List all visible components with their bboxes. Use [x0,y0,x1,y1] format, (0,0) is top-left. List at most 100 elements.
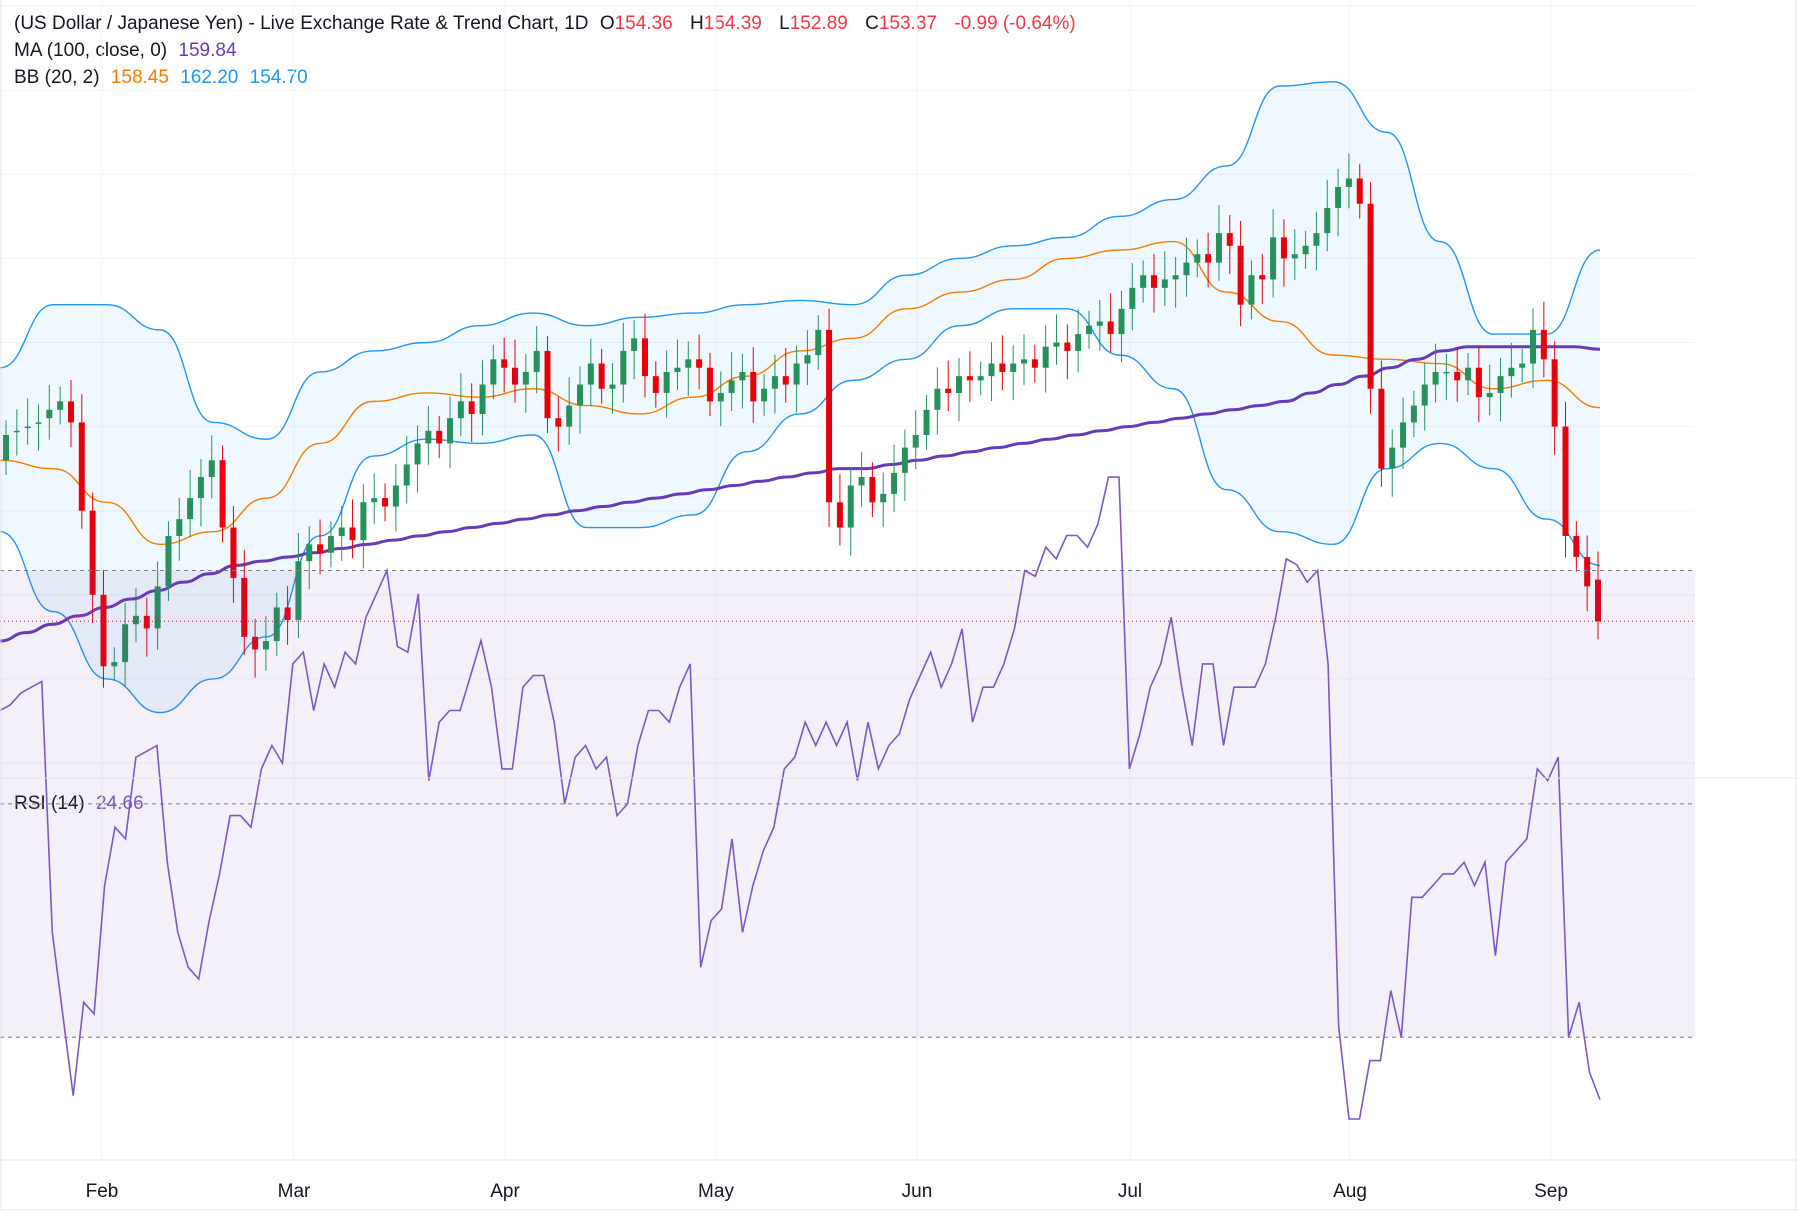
candle-body [1497,376,1504,393]
ohlc-high-label: H [690,13,704,34]
candle-body [1356,178,1363,204]
candle-body [555,418,562,427]
candle-body [154,586,161,629]
time-axis-label: Apr [490,1181,520,1202]
candle-body [761,388,768,402]
candle-body [1508,367,1515,377]
candle-body [804,355,811,364]
candle-body [241,577,248,637]
candle-body [598,363,605,389]
ma-legend-label: MA (100, close, 0) [14,40,168,61]
candle-body [208,460,215,478]
candle-body [880,493,887,503]
candle-body [176,519,183,536]
bb-band-fill [0,81,1600,713]
rsi-pane[interactable]: 20.0030.0040.0050.0060.0070.0080.0024.66 [0,445,1786,1166]
time-axis-label: Sep [1534,1181,1568,1202]
candle-body [1345,178,1352,187]
candle-body [338,527,345,536]
ohlc-high: H154.39 [690,13,768,34]
candle-body [1248,275,1255,305]
candle-body [1042,346,1049,368]
candle-body [793,363,800,385]
candle-body [1551,359,1558,427]
candle-body [1150,275,1157,288]
ohlc-high-value: 154.39 [703,13,762,34]
candle-body [252,636,259,650]
candle-body [576,384,583,406]
candle-body [425,430,432,444]
candle-body [912,435,919,448]
candle-body [1226,233,1233,246]
bb-legend-label: BB (20, 2) [14,67,100,88]
candle-body [89,510,96,595]
candle-body [57,401,64,410]
ohlc-open-label: O [599,13,615,34]
ohlc-close-value: 153.37 [878,13,937,34]
candle-body [327,535,334,553]
candle-body [501,359,508,368]
candle-body [1237,245,1244,305]
candle-body [1486,392,1493,398]
candle-body [187,498,194,520]
candle-body [349,527,356,541]
candle-body [1183,262,1190,276]
candle-body [100,594,107,667]
candle-body [934,388,941,410]
candle-body [815,329,822,356]
rsi-legend-value: 24.66 [96,793,144,814]
time-axis-label: Jul [1118,1181,1142,1202]
candle-body [739,371,746,381]
candle-body [403,464,410,486]
candle-body [490,359,497,385]
bb-legend: BB (20, 2) 158.45 162.20 154.70 [14,66,314,90]
candle-body [522,371,529,385]
candle-body [1378,388,1385,469]
rsi-line [0,476,1601,1120]
candle-body [858,477,865,486]
candle-body [566,405,573,427]
candle-body [468,401,475,414]
candle-body [1410,405,1417,423]
candle-body [306,544,313,562]
candle-body [284,607,291,621]
candle-body [414,443,421,465]
candle-body [143,615,150,629]
candle-body [1096,321,1103,326]
candle-body [317,544,324,553]
time-axis-label: May [698,1181,734,1202]
candle-body [706,367,713,402]
candle-body [1205,254,1212,263]
ma-legend: MA (100, close, 0) 159.84 [14,39,243,63]
candle-body [891,472,898,494]
candle-body [641,338,648,377]
candle-body [836,502,843,528]
candle-body [24,426,31,429]
candle-body [1270,237,1277,280]
candle-body [1118,308,1125,335]
time-axis-label: Jun [902,1181,933,1202]
candle-body [1302,245,1309,255]
candle-body [1140,275,1147,288]
candle-body [1064,342,1071,351]
candle-body [371,498,378,503]
candle-body [512,367,519,385]
candle-body [122,624,129,663]
candle-body [1421,384,1428,406]
candle-body [1031,359,1038,368]
time-axis[interactable]: Feb Mar Apr May Jun Jul Aug Sep [86,1181,1568,1202]
symbol-title: (US Dollar / Japanese Yen) - Live Exchan… [14,13,589,34]
candle-body [1053,342,1060,347]
time-axis-label: Aug [1333,1181,1367,1202]
chart-legend-title: (US Dollar / Japanese Yen) - Live Exchan… [14,12,1082,36]
candle-body [35,422,42,424]
time-axis-label: Mar [278,1181,311,1202]
candle-body [1465,367,1472,381]
candle-body [1107,321,1114,335]
candle-body [1562,426,1569,536]
candle-body [13,430,20,433]
candle-body [999,363,1006,372]
candle-body [901,447,908,473]
candle-body [1172,275,1179,280]
